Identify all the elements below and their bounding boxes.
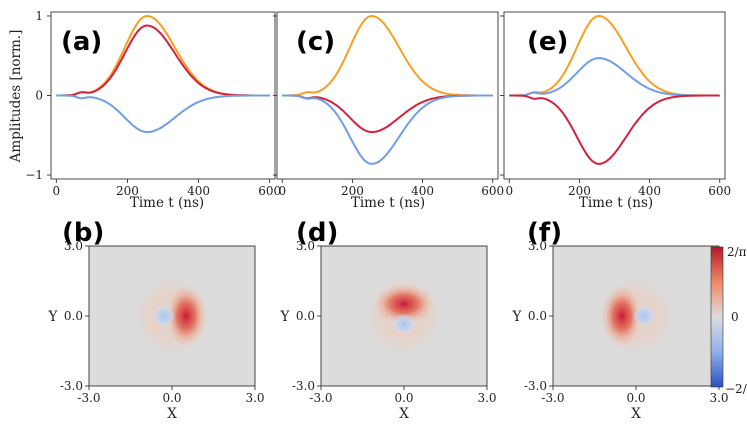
x-tick-label: 0: [278, 184, 286, 198]
y-tick-label: −1: [25, 168, 43, 182]
heatmap-f: (f) -3.0 0.0 3.0 3.0 0.0 -3.0 X Y: [512, 218, 729, 422]
x-axis-label-a: Time t (ns): [130, 195, 204, 211]
panel-label-e: (e): [527, 27, 568, 57]
heatmap-negative-lobe: [633, 306, 655, 326]
y-axis-label: Y: [512, 309, 523, 325]
x-tick-label: 400: [411, 184, 434, 198]
x-tick-label: 3.0: [477, 391, 496, 405]
y-tick-label: 3.0: [528, 239, 547, 253]
x-tick-label: 200: [116, 184, 139, 198]
y-tick-label: 0.0: [296, 309, 315, 323]
line-chart-a: (a): [50, 11, 276, 180]
heatmap-negative-lobe: [393, 314, 415, 334]
x-tick-label: 600: [708, 184, 731, 198]
y-axis-label: Y: [280, 309, 291, 325]
x-tick-label: 600: [258, 184, 281, 198]
y-axis-label: Y: [48, 309, 59, 325]
panel-label-b: (b): [62, 218, 104, 248]
x-tick-label: 0.0: [394, 391, 413, 405]
x-axis-label-c: Time t (ns): [351, 195, 425, 211]
x-tick-label: 600: [481, 184, 504, 198]
x-tick-label: 200: [568, 184, 591, 198]
heatmap-positive-lobe: [374, 284, 434, 324]
heatmap-d: (d) -3.0 0.0 3.0 3.0 0.0 -3.0 X Y: [280, 218, 497, 422]
x-tick-label: 0.0: [162, 391, 181, 405]
colorbar-top-label: 2/π: [727, 245, 747, 259]
x-tick-label: 0: [53, 184, 61, 198]
colorbar-gradient: [710, 246, 724, 388]
y-tick-label: 1: [35, 9, 43, 23]
x-tick-label: -3.0: [541, 391, 564, 405]
x-tick-label: 200: [341, 184, 364, 198]
y-tick-label: 0: [35, 89, 43, 103]
x-axis-label: X: [167, 406, 177, 422]
series-line-red: [282, 94, 493, 134]
x-tick-label: 0: [505, 184, 513, 198]
y-tick-label: 3.0: [296, 239, 315, 253]
panel-label-d: (d): [296, 218, 338, 248]
series-line-blue: [56, 94, 270, 134]
series-line-blue: [509, 57, 720, 97]
series-line-red: [509, 94, 720, 165]
x-tick-label: -3.0: [309, 391, 332, 405]
heatmap-negative-lobe: [153, 306, 175, 326]
y-tick-label: 0.0: [528, 309, 547, 323]
heatmap-positive-lobe: [166, 286, 206, 346]
line-chart-e: (e): [503, 11, 726, 180]
line-chart-c: (c): [276, 11, 499, 180]
colorbar: 2/π 0 −2/π: [710, 245, 747, 396]
y-tick-label: -3.0: [292, 379, 315, 393]
colorbar-bottom-label: −2/π: [725, 382, 747, 396]
panel-label-f: (f): [527, 218, 562, 248]
y-axis-label-top: Amplitudes [norm.]: [8, 30, 24, 164]
heatmap-positive-lobe: [602, 286, 642, 346]
panel-label-a: (a): [61, 27, 102, 57]
panel-label-c: (c): [296, 27, 335, 57]
x-tick-label: 0.0: [626, 391, 645, 405]
x-tick-label: 3.0: [245, 391, 264, 405]
x-tick-label: 3.0: [709, 391, 728, 405]
series-line-blue: [282, 94, 493, 165]
x-tick-label: -3.0: [77, 391, 100, 405]
x-axis-label: X: [399, 406, 409, 422]
y-tick-label: -3.0: [524, 379, 547, 393]
y-tick-label: -3.0: [60, 379, 83, 393]
y-tick-label: 0.0: [64, 309, 83, 323]
x-axis-label: X: [631, 406, 641, 422]
x-tick-label: 400: [187, 184, 210, 198]
y-tick-label: 3.0: [64, 239, 83, 253]
heatmap-b: (b) -3.0 0.0 3.0 3.0 0.0 -3.0 X Y: [48, 218, 265, 422]
x-tick-label: 400: [638, 184, 661, 198]
x-axis-label-e: Time t (ns): [579, 195, 653, 211]
colorbar-mid-label: 0: [731, 310, 739, 324]
